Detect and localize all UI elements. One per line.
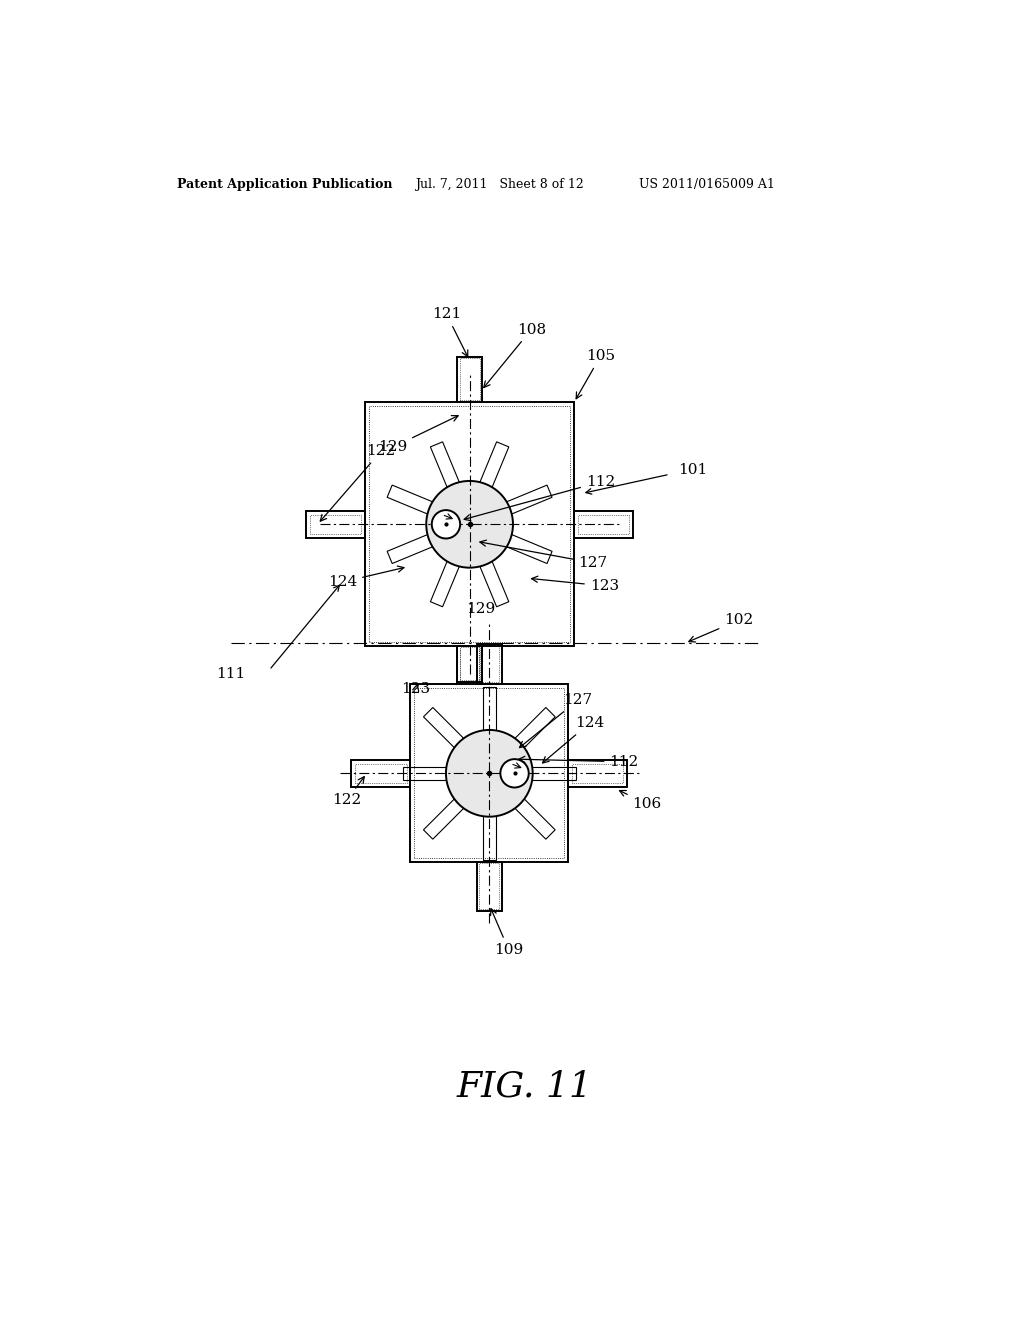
Bar xyxy=(460,358,479,400)
Text: 109: 109 xyxy=(490,908,523,957)
Bar xyxy=(457,356,482,403)
Bar xyxy=(574,511,633,537)
Text: 124: 124 xyxy=(328,566,403,589)
Bar xyxy=(411,684,568,862)
Text: 106: 106 xyxy=(620,791,662,810)
Text: 112: 112 xyxy=(464,475,615,520)
Bar xyxy=(369,407,570,643)
Text: 101: 101 xyxy=(678,463,708,478)
Bar xyxy=(310,515,361,533)
Bar xyxy=(578,515,630,533)
Text: 121: 121 xyxy=(432,308,468,356)
Bar xyxy=(572,764,624,783)
Text: US 2011/0165009 A1: US 2011/0165009 A1 xyxy=(639,178,774,190)
Text: Patent Application Publication: Patent Application Publication xyxy=(177,178,392,190)
Bar xyxy=(366,403,574,647)
Text: 108: 108 xyxy=(483,322,546,388)
Bar xyxy=(457,647,482,682)
Bar xyxy=(355,764,407,783)
Bar xyxy=(568,760,628,787)
Text: 123: 123 xyxy=(401,681,431,696)
Bar xyxy=(351,760,411,787)
Text: 129: 129 xyxy=(467,602,496,615)
Bar xyxy=(479,645,500,682)
Text: 129: 129 xyxy=(378,416,458,454)
Text: FIG. 11: FIG. 11 xyxy=(457,1069,593,1104)
Text: 122: 122 xyxy=(321,444,395,521)
Bar xyxy=(415,688,564,858)
Text: 111: 111 xyxy=(216,667,246,681)
Text: 122: 122 xyxy=(332,776,365,808)
Text: Jul. 7, 2011   Sheet 8 of 12: Jul. 7, 2011 Sheet 8 of 12 xyxy=(416,178,585,190)
Text: 124: 124 xyxy=(543,717,604,763)
Circle shape xyxy=(446,730,532,817)
Circle shape xyxy=(501,759,528,788)
Text: 102: 102 xyxy=(689,612,754,642)
Bar xyxy=(477,644,502,684)
Bar xyxy=(306,511,366,537)
Text: 112: 112 xyxy=(519,755,639,768)
Circle shape xyxy=(432,510,460,539)
Text: 123: 123 xyxy=(531,577,618,593)
Text: 127: 127 xyxy=(519,693,593,747)
Text: 105: 105 xyxy=(577,348,615,399)
Circle shape xyxy=(426,480,513,568)
Bar xyxy=(479,863,500,909)
Text: 127: 127 xyxy=(480,540,607,570)
Bar xyxy=(477,862,502,911)
Bar xyxy=(460,647,479,680)
